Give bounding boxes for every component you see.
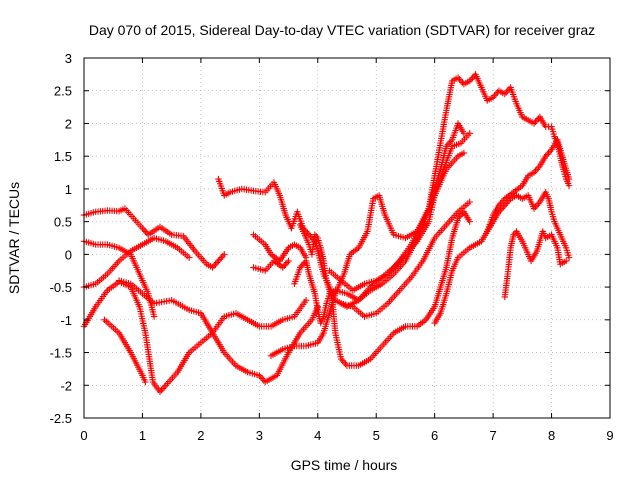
data-point [466, 218, 473, 225]
x-tick-label: 4 [314, 428, 321, 443]
series-s1 [80, 205, 228, 271]
data-point [140, 226, 148, 234]
y-tick-label: 1 [65, 182, 72, 197]
series-s13 [337, 198, 473, 320]
x-tick-label: 3 [256, 428, 263, 443]
data-point [186, 254, 193, 261]
data-point [498, 198, 506, 206]
data-point [219, 252, 227, 260]
y-tick-label: 2 [65, 116, 72, 131]
x-tick-label: 1 [139, 428, 146, 443]
plot-frame [83, 57, 611, 419]
x-tick-label: 5 [373, 428, 380, 443]
axis-ticks: 0 1 2 3 4 5 6 7 8 9 -2.5 -2 -1.5 -1 -0.5 0 0.5 1 1.5 2 2.5 3 [50, 51, 614, 443]
x-tick-label: 2 [197, 428, 204, 443]
data-point [503, 200, 510, 207]
data-point [460, 130, 468, 137]
y-tick-label: -0.5 [50, 280, 72, 295]
data-point [210, 262, 218, 270]
data-point [562, 257, 570, 265]
y-tick-label: 0 [65, 247, 72, 262]
y-tick-label: 2.5 [54, 84, 72, 99]
y-tick-label: -2 [60, 378, 72, 393]
data-point [545, 149, 552, 157]
series-s16 [501, 228, 570, 301]
data-point [302, 296, 310, 304]
series-s15 [431, 136, 573, 327]
series-s4 [80, 234, 193, 291]
data-point [500, 197, 507, 204]
chart-title: Day 070 of 2015, Sidereal Day-to-day VTE… [89, 22, 595, 38]
x-axis-label: GPS time / hours [291, 457, 398, 473]
data-point [221, 251, 228, 258]
data-point [533, 166, 541, 173]
data-point [215, 257, 222, 265]
series-s8 [250, 231, 310, 265]
data-point [285, 257, 292, 265]
data-point [501, 202, 508, 209]
x-tick-label: 0 [80, 428, 87, 443]
data-point [299, 260, 307, 268]
series-s12 [297, 208, 473, 369]
x-tick-label: 9 [606, 428, 613, 443]
data-point [283, 259, 291, 266]
data-point [469, 74, 476, 81]
data-point [218, 254, 225, 261]
y-tick-label: 3 [65, 51, 72, 66]
x-tick-label: 7 [489, 428, 496, 443]
data-point [456, 76, 463, 83]
data-point [533, 202, 541, 209]
data-point [216, 256, 224, 263]
series-s6 [115, 277, 321, 386]
data-points [80, 71, 573, 396]
data-point [213, 259, 221, 266]
data-point [305, 231, 313, 238]
series-s5 [101, 316, 149, 386]
data-point [159, 385, 167, 392]
y-tick-label: -1.5 [50, 346, 72, 361]
data-point [142, 378, 149, 386]
data-point [457, 211, 465, 219]
y-tick-label: -1 [60, 313, 72, 328]
data-point [342, 360, 349, 368]
data-point [280, 262, 288, 270]
data-point [500, 203, 507, 211]
y-tick-label: -2.5 [50, 411, 72, 426]
data-point [498, 205, 506, 212]
data-point [466, 198, 473, 206]
series-s14 [326, 149, 468, 294]
y-tick-label: 0.5 [54, 215, 72, 230]
data-point [565, 182, 573, 189]
y-tick-label: 1.5 [54, 149, 72, 164]
x-tick-label: 8 [548, 428, 555, 443]
y-axis-label: SDTVAR / TECUs [6, 182, 22, 294]
data-point [161, 383, 168, 391]
series-s9 [250, 257, 292, 274]
data-point [504, 198, 511, 206]
data-point [150, 313, 158, 320]
data-point [460, 149, 468, 157]
x-tick-label: 6 [431, 428, 438, 443]
series-s7 [215, 130, 473, 310]
data-point [565, 175, 573, 183]
series-s17 [484, 188, 573, 261]
data-point [340, 359, 348, 366]
data-point [565, 254, 573, 261]
data-point [466, 130, 473, 137]
data-point [532, 118, 539, 126]
